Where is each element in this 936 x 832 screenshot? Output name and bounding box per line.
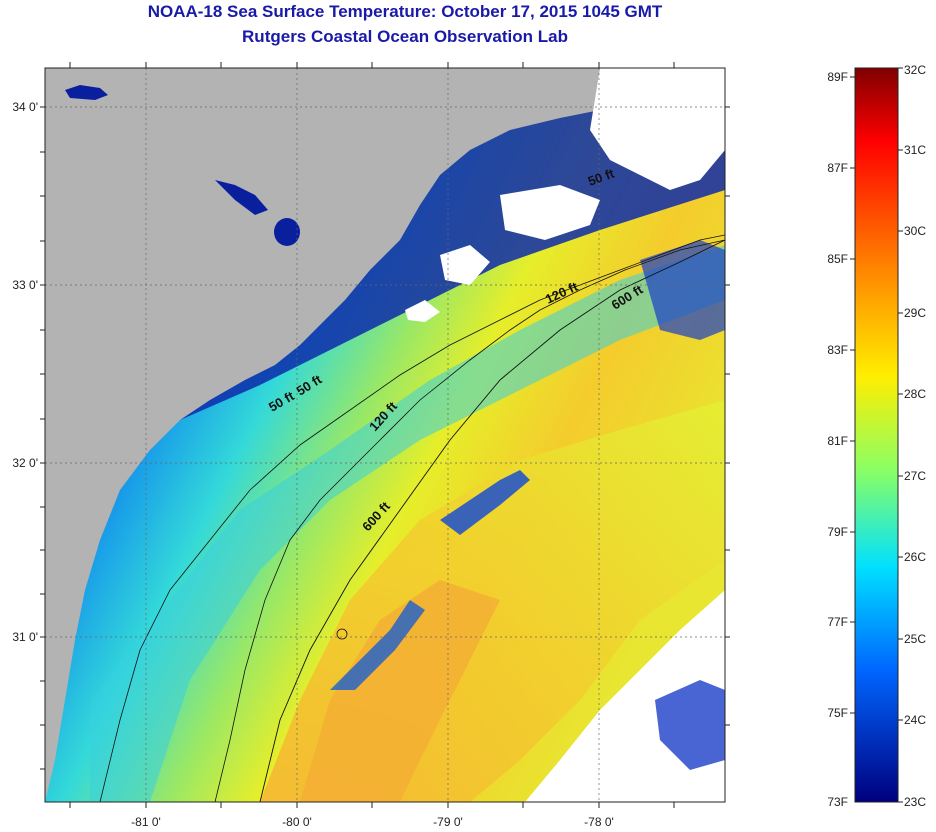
cold-filament — [330, 600, 425, 690]
lat-label-31: 31 0' — [12, 630, 38, 644]
axis-ticks — [40, 62, 730, 808]
inland-lake — [215, 180, 268, 215]
isobath-600ft — [259, 239, 725, 802]
colorbar-ticks — [850, 67, 903, 803]
cloud-mask — [590, 68, 725, 190]
colorbar-f-label: 81F — [827, 434, 848, 448]
map-frame — [44, 67, 726, 803]
colorbar-c-label: 25C — [904, 632, 926, 646]
colorbar: 89F 87F 85F 83F 81F 79F 77F 75F 73F 32C … — [827, 63, 926, 809]
graticule — [45, 68, 725, 802]
colorbar-c-label: 28C — [904, 387, 926, 401]
colorbar-c-label: 26C — [904, 550, 926, 564]
colorbar-f-label: 85F — [827, 252, 848, 266]
colorbar-c-label: 30C — [904, 224, 926, 238]
inland-lake — [65, 85, 108, 100]
colorbar-c-label: 23C — [904, 795, 926, 809]
map-subtitle: Rutgers Coastal Ocean Observation Lab — [242, 27, 568, 46]
map-title: NOAA-18 Sea Surface Temperature: October… — [147, 2, 663, 21]
colorbar-c-label: 31C — [904, 143, 926, 157]
lat-label-34: 34 0' — [12, 100, 38, 114]
colorbar-f-label: 89F — [827, 70, 848, 84]
cloud-mask — [405, 300, 440, 322]
map-panel: 50 ft 50 ft 120 ft 120 ft 600 ft 600 ft … — [45, 68, 725, 802]
cold-filament — [440, 470, 530, 535]
isobath-50ft — [99, 234, 725, 802]
colorbar-c-label: 29C — [904, 306, 926, 320]
lake-marion — [274, 218, 300, 246]
warm-eddy — [300, 580, 500, 802]
cloud-mask — [440, 245, 490, 285]
colorbar-f-label: 83F — [827, 343, 848, 357]
cold-patch — [640, 240, 725, 340]
colorbar-c-label: 24C — [904, 713, 926, 727]
lon-label-80: -80 0' — [282, 815, 312, 829]
colorbar-f-label: 77F — [827, 615, 848, 629]
lat-label-33: 33 0' — [12, 278, 38, 292]
isobath-120ft — [214, 239, 725, 802]
colorbar-f-label: 79F — [827, 525, 848, 539]
lat-label-32: 32 0' — [12, 456, 38, 470]
colorbar-f-label: 75F — [827, 706, 848, 720]
colorbar-scale — [854, 67, 899, 803]
lon-label-78: -78 0' — [584, 815, 614, 829]
cloud-mask — [500, 185, 600, 240]
colorbar-c-label: 27C — [904, 469, 926, 483]
colorbar-f-label: 73F — [827, 795, 848, 809]
lon-label-81: -81 0' — [131, 815, 161, 829]
cold-patch — [655, 680, 725, 770]
colorbar-c-label: 32C — [904, 63, 926, 77]
isobath-ring — [336, 628, 348, 640]
colorbar-f-label: 87F — [827, 161, 848, 175]
lon-label-79: -79 0' — [433, 815, 463, 829]
land-mass — [45, 68, 600, 802]
